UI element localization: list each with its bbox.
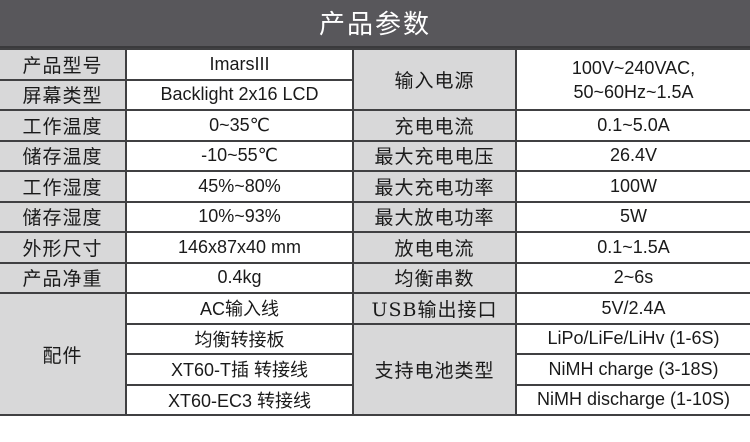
accessory-item: AC输入线 <box>125 292 354 325</box>
spec-label: 产品净重 <box>0 261 127 294</box>
spec-table: 产品型号 ImarsIII 输入电源 100V~240VAC, 50~60Hz~1… <box>0 48 750 416</box>
table-row: XT60-T插 转接线 NiMH charge (3-18S) <box>0 353 750 386</box>
table-row: XT60-EC3 转接线 NiMH discharge (1-10S) <box>0 383 750 416</box>
spec-value: 26.4V <box>515 139 750 172</box>
spec-value: -10~55℃ <box>125 139 354 172</box>
accessory-item: XT60-EC3 转接线 <box>126 383 354 416</box>
input-voltage: 100V~240VAC, <box>571 57 696 78</box>
battery-type: LiPo/LiFe/LiHv (1-6S) <box>515 322 750 355</box>
accessories-label: 配件 <box>0 292 127 416</box>
table-row: 外形尺寸 146x87x40 mm 放电电流 0.1~1.5A <box>0 231 750 264</box>
spec-value: 146x87x40 mm <box>125 231 354 264</box>
accessory-item: XT60-T插 转接线 <box>126 353 354 386</box>
table-row: 工作湿度 45%~80% 最大充电功率 100W <box>0 170 750 203</box>
spec-label: 工作温度 <box>0 109 127 142</box>
spec-label: 工作湿度 <box>0 170 127 203</box>
table-row: 产品型号 ImarsIII 输入电源 100V~240VAC, 50~60Hz~1… <box>0 48 750 111</box>
spec-label: 储存温度 <box>0 139 127 172</box>
spec-value: 0.1~1.5A <box>515 231 750 264</box>
spec-value: 45%~80% <box>125 170 354 203</box>
spec-label: 最大充电功率 <box>352 170 517 203</box>
spec-label: 放电电流 <box>352 231 517 264</box>
usb-value: 5V/2.4A <box>515 292 750 325</box>
table-row: 产品净重 0.4kg 均衡串数 2~6s <box>0 261 750 294</box>
spec-label: 产品型号 <box>0 48 127 81</box>
spec-label: 储存湿度 <box>0 200 127 233</box>
spec-value: ImarsIII <box>125 48 354 81</box>
spec-value: 10%~93% <box>125 200 354 233</box>
accessory-item: 均衡转接板 <box>126 322 354 355</box>
table-row: 配件 AC输入线 USB输出接口 5V/2.4A <box>0 292 750 416</box>
spec-value: 100W <box>515 170 750 203</box>
battery-type: NiMH charge (3-18S) <box>515 353 750 386</box>
spec-value: 2~6s <box>515 261 750 294</box>
battery-types-label: 支持电池类型 <box>352 322 517 416</box>
input-frequency: 50~60Hz~1.5A <box>573 81 694 102</box>
table-row: 储存湿度 10%~93% 最大放电功率 5W <box>0 200 750 233</box>
table-row: 工作温度 0~35℃ 充电电流 0.1~5.0A <box>0 109 750 142</box>
spec-value: Backlight 2x16 LCD <box>125 78 353 111</box>
spec-label: 最大充电电压 <box>352 139 517 172</box>
spec-label: 均衡串数 <box>352 261 517 294</box>
table-row: 储存温度 -10~55℃ 最大充电电压 26.4V <box>0 139 750 172</box>
table-row: 均衡转接板 支持电池类型 LiPo/LiFe/LiHv (1-6S) <box>0 322 750 416</box>
spec-label: 屏幕类型 <box>0 78 127 111</box>
spec-value: 100V~240VAC, 50~60Hz~1.5A <box>515 48 750 111</box>
spec-value: 0.4kg <box>125 261 354 294</box>
table-row: 屏幕类型 Backlight 2x16 LCD <box>0 78 750 111</box>
spec-value: 5W <box>515 200 750 233</box>
spec-label: 输入电源 <box>352 48 517 111</box>
spec-label: 外形尺寸 <box>0 231 127 264</box>
spec-value: 0.1~5.0A <box>515 109 750 142</box>
spec-label: 最大放电功率 <box>352 200 517 233</box>
page-title: 产品参数 <box>0 0 750 48</box>
usb-label: USB输出接口 <box>352 292 517 325</box>
spec-label: 充电电流 <box>352 109 517 142</box>
battery-type: NiMH discharge (1-10S) <box>515 383 750 416</box>
spec-value: 0~35℃ <box>125 109 354 142</box>
